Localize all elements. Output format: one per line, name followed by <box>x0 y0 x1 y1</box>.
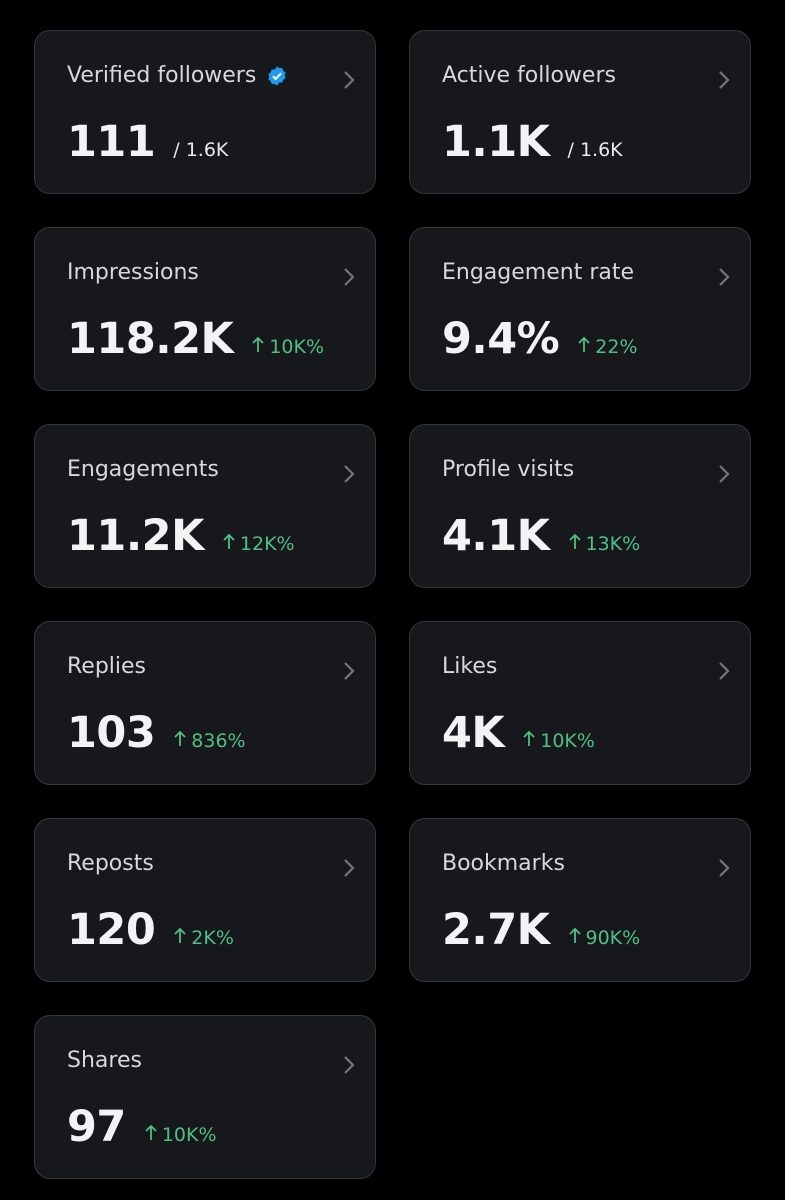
label-text: Active followers <box>442 63 616 88</box>
metric-card[interactable]: Active followers 1.1K / 1.6K <box>409 30 751 194</box>
up-arrow-icon <box>568 927 581 943</box>
metric-value: 97 <box>67 1102 126 1152</box>
metric-value: 118.2K <box>67 314 234 364</box>
metrics-grid: Verified followers 111/ 1.6K Active follow… <box>34 30 751 1179</box>
metric-value: 103 <box>67 708 156 758</box>
chevron-icon <box>719 662 730 680</box>
label-text: Reposts <box>67 851 154 876</box>
metric-row: 103 836% <box>67 708 246 758</box>
up-arrow-icon <box>174 730 186 746</box>
metric-label: Likes <box>442 654 497 679</box>
chevron-icon <box>344 1056 355 1074</box>
metric-card[interactable]: Shares 97 10K% <box>34 1015 376 1179</box>
metric-label: Active followers <box>442 63 616 88</box>
metric-card[interactable]: Reposts 120 2K% <box>34 818 376 982</box>
metric-value: 9.4% <box>442 314 560 364</box>
change-text: 13K% <box>585 533 641 555</box>
up-arrow-icon <box>174 927 186 943</box>
metric-change: 12K% <box>222 532 295 555</box>
chevron-icon <box>344 859 355 877</box>
label-text: Profile visits <box>442 457 575 482</box>
chevron-icon <box>719 71 730 89</box>
metric-label: Shares <box>67 1048 142 1073</box>
metric-value: 120 <box>67 905 156 955</box>
metric-row: 2.7K 90K% <box>442 905 640 955</box>
chevron-icon <box>719 465 730 483</box>
label-text: Verified followers <box>67 63 257 88</box>
change-text: 836% <box>191 730 246 752</box>
metric-row: 1.1K / 1.6K <box>442 117 623 167</box>
metric-change: 13K% <box>568 532 641 555</box>
chevron-icon <box>344 71 355 89</box>
metric-label: Replies <box>67 654 146 679</box>
change-text: 12K% <box>239 533 295 555</box>
metric-label: Profile visits <box>442 457 574 482</box>
change-text: 90K% <box>585 927 641 949</box>
metric-row: 4.1K 13K% <box>442 511 640 561</box>
change-text: 10K% <box>540 730 595 752</box>
metric-label: Engagements <box>67 457 219 482</box>
metric-card[interactable]: Engagement rate 9.4% 22% <box>409 227 751 391</box>
label-text: Engagements <box>67 457 219 482</box>
metric-label: Bookmarks <box>442 851 565 876</box>
change-text: 22% <box>595 336 638 358</box>
metric-row: 9.4% 22% <box>442 314 638 364</box>
label-text: Bookmarks <box>442 851 565 876</box>
metric-label: Impressions <box>67 260 199 285</box>
metric-total: / 1.6K <box>567 139 623 161</box>
metric-value: 111 <box>67 117 156 167</box>
metric-change: 22% <box>577 335 638 358</box>
chevron-icon <box>719 268 730 286</box>
metric-row: 97 10K% <box>67 1102 217 1152</box>
metric-change: 2K% <box>173 926 234 949</box>
metric-value: 2.7K <box>442 905 550 955</box>
metric-change: 10K% <box>251 335 324 358</box>
up-arrow-icon <box>568 533 581 549</box>
metric-change: 10K% <box>522 729 595 752</box>
up-arrow-icon <box>523 730 535 746</box>
label-text: Engagement rate <box>442 260 635 285</box>
metric-value: 11.2K <box>67 511 204 561</box>
metric-label: Engagement rate <box>442 260 634 285</box>
metric-row: 11.2K 12K% <box>67 511 295 561</box>
chevron-icon <box>344 662 355 680</box>
metric-card[interactable]: Verified followers 111 / 1.6K <box>34 30 376 194</box>
up-arrow-icon <box>578 336 590 352</box>
metric-card[interactable]: Profile visits 4.1K 13K% <box>409 424 751 588</box>
metric-card[interactable]: Engagements 11.2K 12K% <box>34 424 376 588</box>
metric-row: 4K 10K% <box>442 708 595 758</box>
metric-label: Verified followers <box>67 63 288 88</box>
change-text: 2K% <box>191 927 234 949</box>
metric-row: 118.2K 10K% <box>67 314 324 364</box>
metric-change: 836% <box>173 729 246 752</box>
metric-value: 4.1K <box>442 511 550 561</box>
label-text: Likes <box>442 654 498 679</box>
metric-card[interactable]: Impressions 118.2K 10K% <box>34 227 376 391</box>
metric-card[interactable]: Likes 4K 10K% <box>409 621 751 785</box>
metric-card[interactable]: Bookmarks 2.7K 90K% <box>409 818 751 982</box>
chevron-icon <box>344 465 355 483</box>
verified-badge <box>268 65 286 86</box>
label-text: Impressions <box>67 260 199 285</box>
metric-row: 111 / 1.6K <box>67 117 228 167</box>
metric-total: / 1.6K <box>173 139 229 161</box>
label-text: Shares <box>67 1048 142 1073</box>
chevron-icon <box>344 268 355 286</box>
metric-change: 10K% <box>144 1123 217 1146</box>
metric-change: 90K% <box>568 926 641 949</box>
up-arrow-icon <box>145 1124 157 1140</box>
metric-row: 120 2K% <box>67 905 234 955</box>
metric-label: Reposts <box>67 851 154 876</box>
up-arrow-icon <box>252 336 264 352</box>
metric-value: 4K <box>442 708 505 758</box>
label-text: Replies <box>67 654 147 679</box>
chevron-icon <box>719 859 730 877</box>
metric-value: 1.1K <box>442 117 550 167</box>
change-text: 10K% <box>161 1124 217 1146</box>
change-text: 10K% <box>269 336 325 358</box>
metric-card[interactable]: Replies 103 836% <box>34 621 376 785</box>
up-arrow-icon <box>223 533 235 549</box>
